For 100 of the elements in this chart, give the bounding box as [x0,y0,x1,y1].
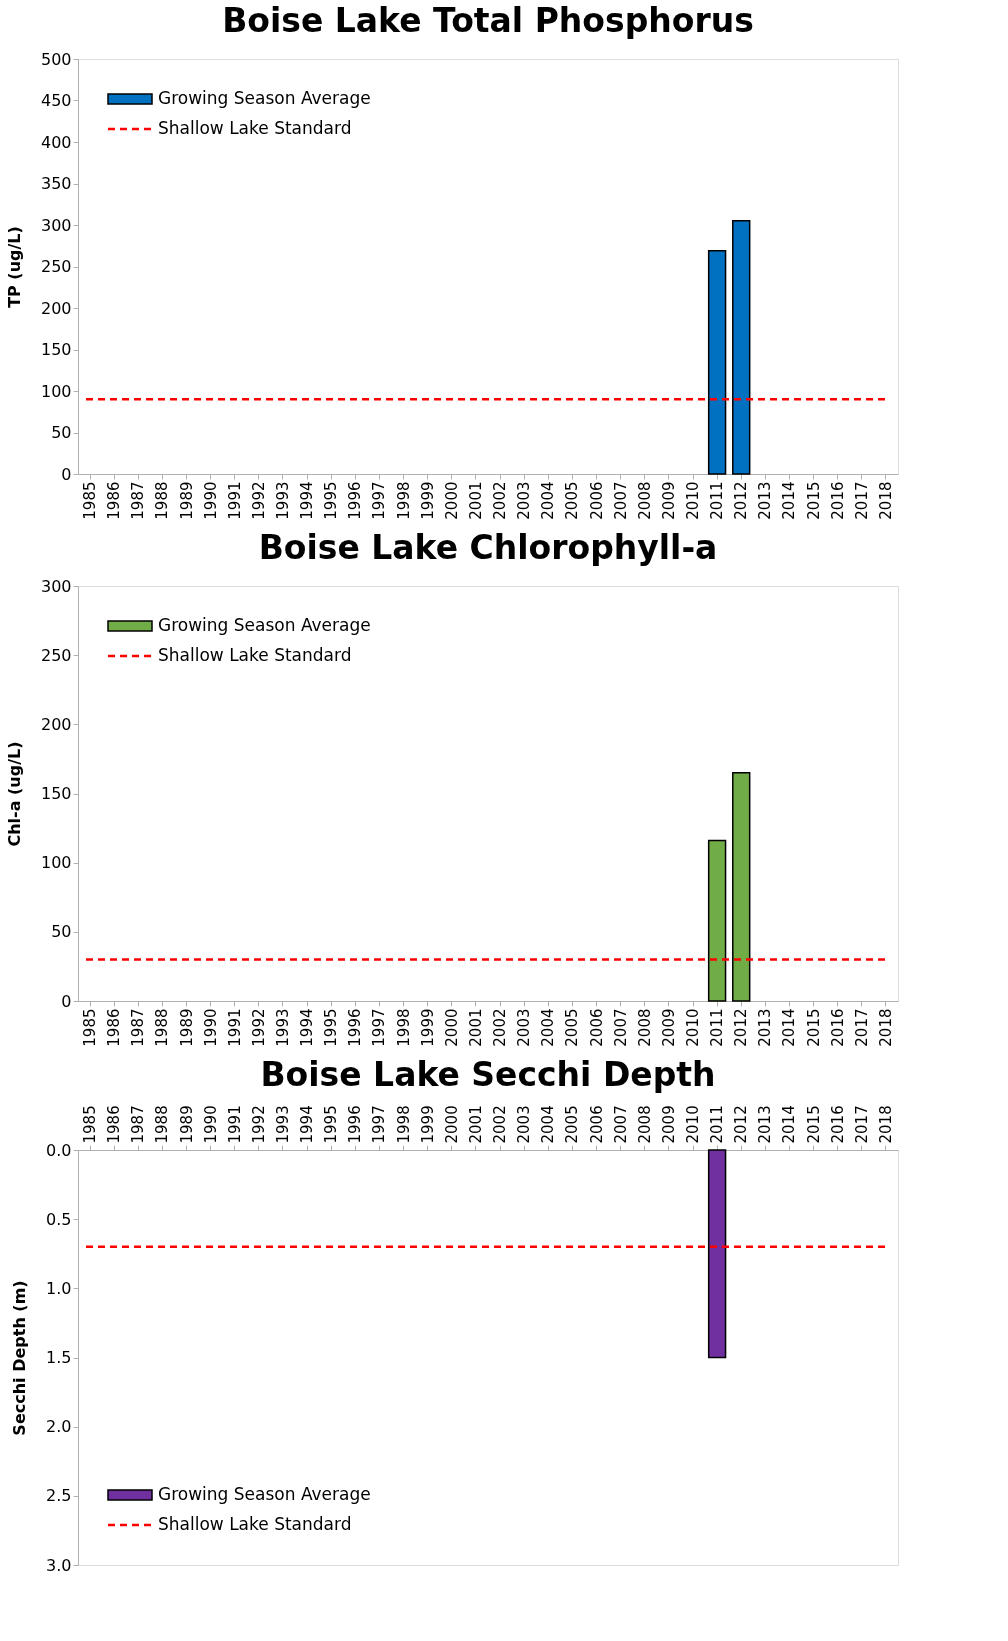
y-tick-label: 150 [40,340,72,359]
x-tick-label: 2003 [515,481,534,520]
x-tick-label: 1985 [81,1008,100,1047]
x-tick-label: 2010 [684,481,702,520]
x-tick-label: 1987 [129,1008,148,1047]
x-tick-label: 1988 [153,1008,172,1047]
x-tick-label: 1986 [105,1008,124,1047]
x-tick-label: 2002 [491,481,510,520]
chart-title: Boise Lake Total Phosphorus [222,1,754,40]
legend-label: Shallow Lake Standard [158,645,352,665]
y-axis-title: Secchi Depth (m) [10,1280,30,1436]
y-tick-label: 150 [40,784,72,803]
x-tick-label: 2005 [563,1105,582,1144]
x-tick-label: 1993 [274,1105,292,1144]
chart-title: Boise Lake Secchi Depth [260,1054,716,1094]
chart-title: Boise Lake Chlorophyll-a [258,528,718,567]
x-tick-label: 1992 [249,481,268,520]
x-tick-label: 2012 [732,481,751,520]
y-tick-label: 2.0 [46,1417,72,1437]
x-tick-label: 1996 [346,481,365,520]
x-tick-label: 2015 [804,1008,823,1047]
legend-label: Growing Season Average [158,615,371,635]
x-tick-label: 1994 [298,1008,317,1047]
x-tick-label: 2013 [756,481,775,520]
x-tick-label: 2007 [611,1105,630,1144]
x-tick-label: 2006 [587,1105,606,1144]
x-tick-label: 2009 [659,481,678,520]
y-tick-label: 2.5 [46,1486,72,1506]
x-tick-label: 2013 [756,1008,775,1047]
x-tick-label: 1998 [394,481,413,520]
x-tick-label: 2010 [684,1105,702,1144]
y-tick-label: 0 [61,464,72,484]
y-tick-label: 200 [40,714,72,734]
x-tick-label: 2018 [876,481,895,520]
y-tick-label: 0 [61,991,72,1011]
x-tick-label: 1999 [418,481,437,520]
y-tick-label: 100 [40,853,72,873]
x-tick-label: 2008 [635,1008,654,1047]
x-tick-label: 2001 [466,481,485,520]
x-tick-label: 2002 [491,1105,510,1144]
x-tick-label: 2016 [828,1105,847,1144]
y-tick-label: 450 [40,91,72,110]
y-tick-label: 500 [40,49,72,69]
x-tick-label: 1993 [274,1008,292,1047]
x-tick-label: 2007 [611,1008,630,1047]
y-tick-label: 300 [40,576,72,596]
x-tick-label: 2000 [442,1008,461,1047]
x-tick-label: 1992 [249,1105,268,1144]
x-tick-label: 2017 [852,1008,871,1047]
x-tick-label: 2014 [780,1008,799,1047]
x-tick-label: 1997 [370,1105,389,1144]
x-tick-label: 2009 [659,1105,678,1144]
x-tick-label: 2003 [515,1105,534,1144]
y-tick-label: 50 [51,922,72,942]
x-tick-label: 1998 [394,1008,413,1047]
y-tick-label: 0.0 [46,1140,72,1160]
x-tick-label: 1986 [105,1105,124,1144]
x-tick-label: 1997 [370,481,389,520]
x-tick-label: 2001 [466,1105,485,1144]
x-tick-label: 2010 [684,1008,702,1047]
x-tick-label: 2011 [708,1105,727,1144]
x-tick-label: 2005 [563,481,582,520]
x-tick-label: 2018 [876,1008,895,1047]
x-tick-label: 2004 [539,1008,558,1047]
x-tick-label: 1991 [225,1105,244,1144]
y-tick-label: 250 [40,257,72,276]
x-tick-label: 1990 [201,481,220,520]
y-tick-label: 200 [40,298,72,318]
x-tick-label: 1985 [81,481,100,520]
x-tick-label: 1991 [225,1008,244,1047]
x-tick-label: 1992 [249,1008,268,1047]
x-tick-label: 1997 [370,1008,389,1047]
x-tick-label: 1990 [201,1008,220,1047]
x-tick-label: 1989 [177,481,196,520]
y-tick-label: 50 [51,423,72,442]
x-tick-label: 1989 [177,1105,196,1144]
x-tick-label: 1996 [346,1008,365,1047]
x-tick-label: 2003 [515,1008,534,1047]
x-tick-label: 1995 [322,481,341,520]
x-tick-label: 1996 [346,1105,365,1144]
x-tick-label: 1988 [153,1105,172,1144]
x-tick-label: 2017 [852,481,871,520]
x-tick-label: 2013 [756,1105,775,1144]
x-tick-label: 2011 [708,1008,727,1047]
y-tick-label: 100 [40,381,72,401]
x-tick-label: 1987 [129,481,148,520]
x-tick-label: 1998 [394,1105,413,1144]
y-tick-label: 3.0 [46,1555,72,1575]
x-tick-label: 1990 [201,1105,220,1144]
x-tick-label: 2001 [466,1008,485,1047]
x-tick-label: 2008 [635,1105,654,1144]
y-tick-label: 350 [40,174,72,193]
y-axis-title: TP (ug/L) [4,226,24,308]
y-tick-label: 250 [40,645,72,665]
x-tick-label: 2000 [442,1105,461,1144]
x-tick-label: 1994 [298,481,317,520]
x-tick-label: 2016 [828,481,847,520]
x-tick-label: 2004 [539,481,558,520]
x-tick-label: 1989 [177,1008,196,1047]
x-tick-label: 2005 [563,1008,582,1047]
